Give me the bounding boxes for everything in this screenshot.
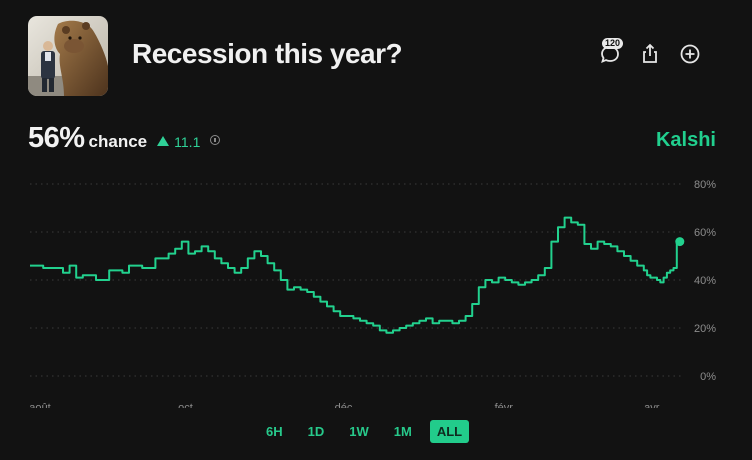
share-button[interactable] bbox=[638, 42, 662, 66]
time-range-tabs: 6H 1D 1W 1M ALL bbox=[259, 420, 470, 443]
y-tick-label: 20% bbox=[694, 323, 716, 335]
y-tick-label: 60% bbox=[694, 227, 716, 239]
x-tick-label: déc. bbox=[335, 402, 356, 408]
header-actions: 120 bbox=[598, 38, 702, 66]
y-tick-label: 80% bbox=[694, 179, 716, 191]
tab-1d[interactable]: 1D bbox=[301, 420, 332, 443]
plus-circle-icon bbox=[680, 44, 700, 64]
info-icon[interactable] bbox=[210, 135, 221, 145]
market-thumbnail bbox=[28, 16, 108, 96]
chance-percent: 56% bbox=[28, 122, 85, 154]
probability-chart: 80% 60% 40% 20% 0% août oct. déc. févr. avr. bbox=[29, 179, 716, 408]
x-tick-label: févr. bbox=[495, 402, 516, 408]
odds-summary: 56% chance 11.1 bbox=[28, 122, 221, 155]
current-value-point bbox=[675, 237, 685, 247]
share-icon bbox=[643, 43, 657, 63]
tab-6h[interactable]: 6H bbox=[259, 420, 290, 443]
chance-label: chance bbox=[88, 132, 148, 151]
change-indicator: 11.1 bbox=[157, 134, 200, 150]
x-tick-label: avr. bbox=[644, 402, 662, 408]
comments-count-badge: 120 bbox=[602, 38, 624, 49]
up-triangle-icon bbox=[157, 136, 170, 146]
comments-button[interactable]: 120 bbox=[598, 38, 624, 66]
probability-line bbox=[30, 216, 678, 334]
tab-all[interactable]: ALL bbox=[429, 420, 470, 443]
comment-icon bbox=[601, 46, 619, 64]
y-tick-label: 0% bbox=[700, 371, 716, 383]
tab-1w[interactable]: 1W bbox=[342, 420, 376, 443]
y-tick-label: 40% bbox=[694, 275, 716, 287]
brand-logo: Kalshi bbox=[655, 129, 716, 151]
tab-1m[interactable]: 1M bbox=[387, 420, 419, 443]
market-title: Recession this year? bbox=[132, 38, 403, 69]
bear-statue-icon bbox=[28, 16, 108, 96]
x-tick-label: août bbox=[29, 402, 50, 408]
x-tick-label: oct. bbox=[178, 402, 196, 408]
add-button[interactable] bbox=[678, 42, 702, 66]
change-value: 11.1 bbox=[174, 134, 201, 150]
